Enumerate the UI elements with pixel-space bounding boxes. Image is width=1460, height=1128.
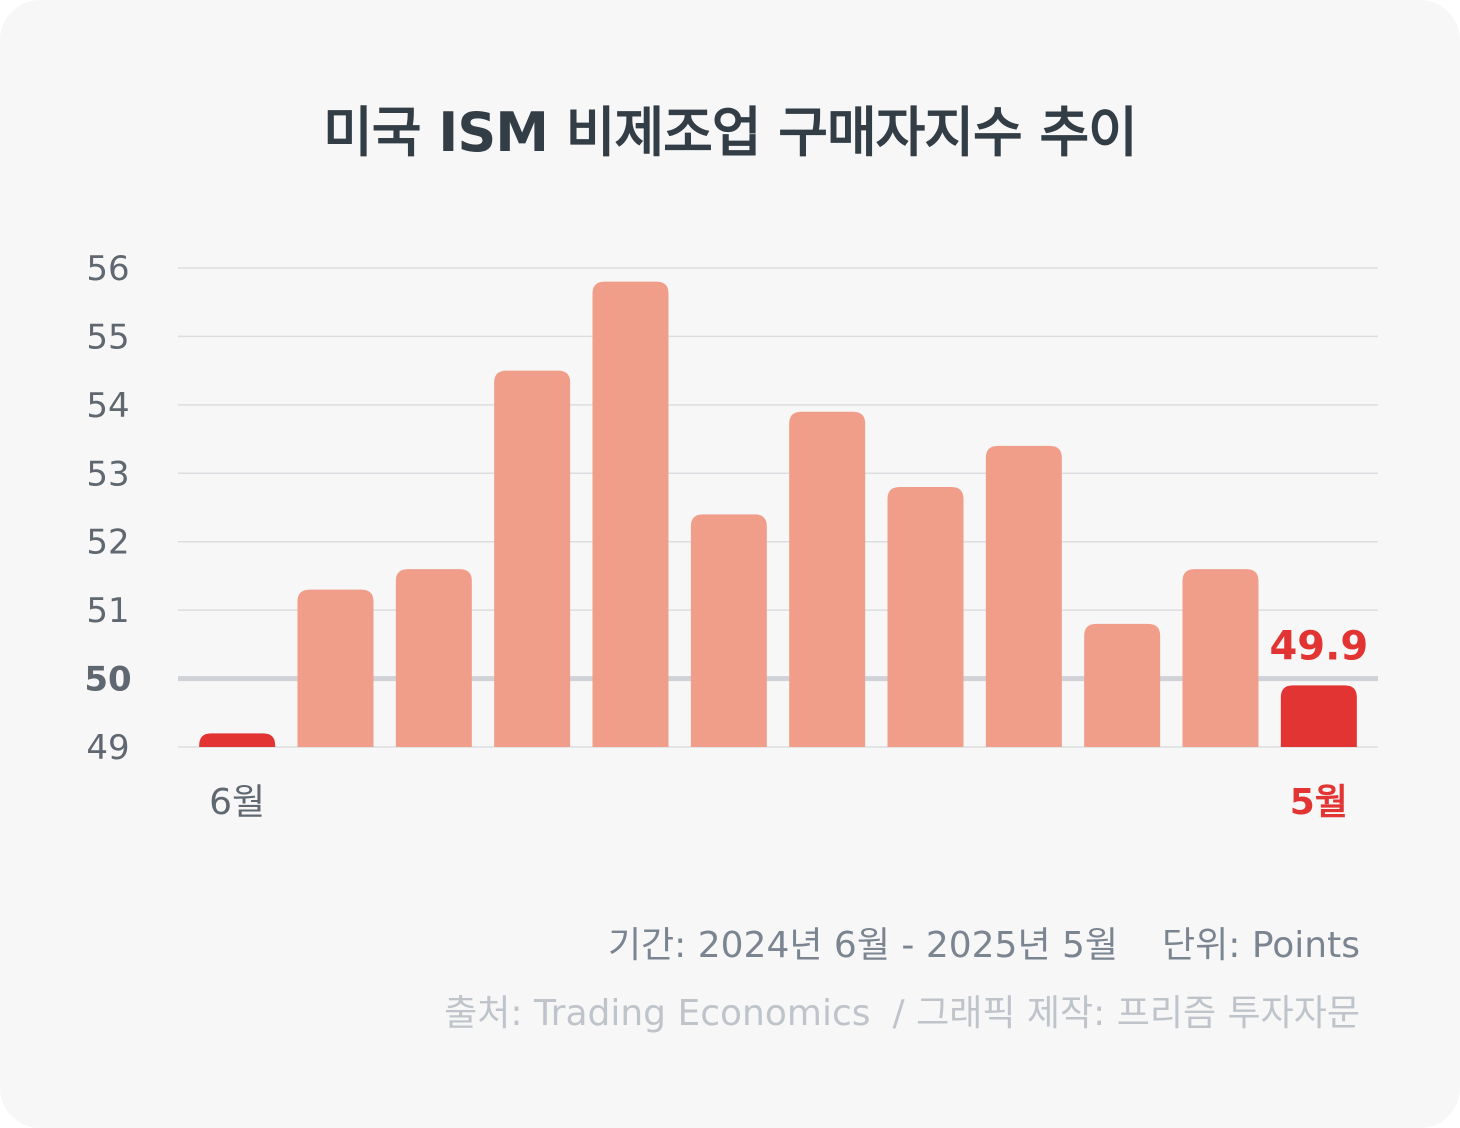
bar	[199, 733, 276, 747]
bar	[690, 514, 767, 747]
y-tick-label: 54	[86, 386, 129, 426]
y-tick-label: 51	[86, 591, 129, 631]
x-tick-label: 5월	[1290, 782, 1348, 823]
bar	[395, 569, 472, 747]
y-tick-label: 56	[86, 249, 129, 289]
y-tick-label: 52	[86, 523, 129, 563]
x-tick-label: 6월	[209, 782, 265, 823]
bar	[985, 445, 1062, 747]
y-tick-label: 53	[86, 454, 129, 494]
bar	[1182, 569, 1259, 747]
footer-period-unit: 기간: 2024년 6월 - 2025년 5월 단위: Points	[608, 916, 1360, 968]
chart-title: 미국 ISM 비제조업 구매자지수 추이	[323, 101, 1138, 164]
bar	[887, 486, 964, 747]
period-text: 기간: 2024년 6월 - 2025년 5월	[607, 925, 1119, 966]
unit-text: 단위: Points	[1162, 925, 1360, 966]
bar	[1280, 685, 1357, 747]
data-label: 49.9	[1269, 623, 1368, 669]
footer-source-credit: 출처: Trading Economics / 그래픽 제작: 프리즘 투자자문	[444, 984, 1360, 1036]
y-tick-label: 55	[86, 317, 129, 357]
bar	[297, 589, 374, 747]
bar	[494, 370, 571, 747]
bar	[1084, 623, 1161, 747]
bar	[592, 281, 669, 747]
credit-text: / 그래픽 제작: 프리즘 투자자문	[892, 993, 1360, 1034]
source-text: 출처: Trading Economics	[444, 993, 871, 1034]
y-tick-label: 49	[86, 728, 129, 768]
bar	[789, 411, 866, 747]
y-tick-label: 50	[84, 660, 131, 700]
